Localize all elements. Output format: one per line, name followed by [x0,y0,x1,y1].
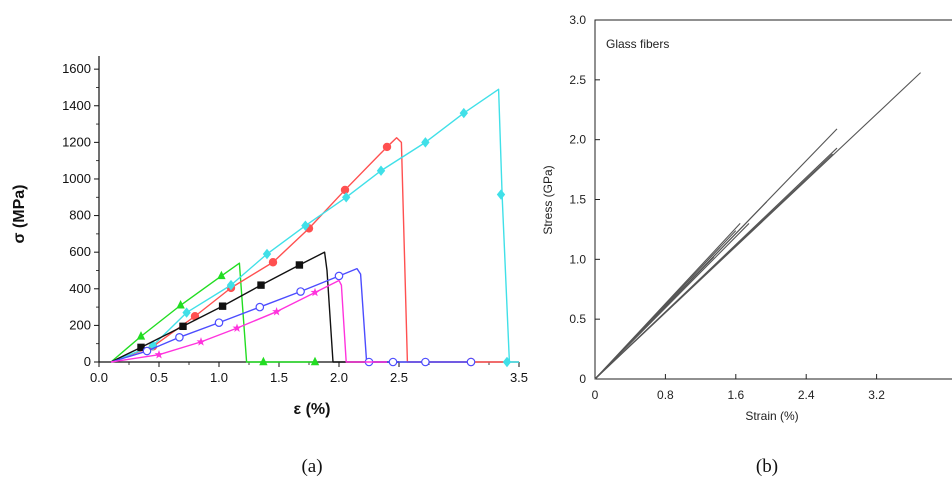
data-point-a [218,302,227,310]
y-tick-label-b: 3.0 [569,13,586,27]
series-line-a [110,279,387,363]
data-point-a [301,220,310,231]
y-tick-label-a: 400 [69,281,91,296]
series-a-2 [110,88,519,368]
x-tick-label-b: 0 [592,388,599,402]
y-axis-label-a: σ (MPa) [11,185,28,244]
data-point-a [142,346,152,356]
x-tick-label-b: 1.6 [727,388,744,402]
y-tick-label-a: 1600 [62,61,91,76]
series-line-a [110,137,507,363]
data-point-a [257,281,265,289]
series-line-a [110,88,519,363]
x-tick-label-a: 3.5 [510,370,528,385]
series-line-b-9 [594,223,750,380]
y-tick-label-a: 600 [69,244,91,259]
data-point-a [175,332,184,342]
data-point-a [268,258,278,267]
data-point-a [196,337,206,346]
data-point-a [217,270,226,280]
x-tick-label-a: 2.0 [330,370,348,385]
data-point-a [421,137,430,148]
y-axis-label-b: Stress (GPa) [541,165,555,234]
data-point-a [459,107,468,119]
series-a-4 [110,267,476,367]
series-line-a [110,267,471,363]
panel-label-a: (a) [301,456,322,477]
data-point-a [334,271,344,281]
x-tick-label-b: 3.2 [868,388,885,402]
y-tick-label-a: 800 [69,208,91,223]
series-a-0 [110,262,320,366]
data-point-a [310,356,320,366]
data-point-a [259,356,268,366]
data-point-a [466,357,476,367]
data-point-a [382,142,392,152]
data-point-a [421,357,430,367]
series-a-3 [110,251,399,363]
data-point-a [179,322,187,331]
y-tick-label-a: 0 [84,354,91,369]
y-tick-label-b: 1.0 [569,252,586,266]
series-line-b-3 [594,153,833,380]
data-point-a [310,287,320,297]
y-tick-label-b: 2.5 [569,73,586,87]
data-point-a [190,312,200,321]
data-point-a [502,356,512,368]
data-point-a [388,357,398,367]
data-point-a [296,287,305,296]
data-point-a [176,300,185,309]
data-point-a [214,318,224,327]
x-tick-label-a: 0.0 [90,370,108,385]
data-point-a [255,302,265,312]
data-point-a [232,323,242,332]
y-tick-label-b: 0 [579,372,586,386]
data-point-a [154,349,164,359]
x-tick-label-a: 2.5 [390,370,408,385]
stress-strain-chart-a: σ (MPa) ε (%) (a) 0 200 400 600 800 1000 1200 1… [11,56,528,477]
data-point-a [136,331,146,340]
stress-strain-chart-b: Stress (GPa) Strain (%) Glass fibers (b)… [541,13,952,477]
y-tick-label-a: 1400 [62,98,91,113]
x-axis-label-a: ε (%) [294,401,331,418]
data-point-a [342,192,351,203]
data-point-a [182,307,191,318]
x-tick-label-a: 1.0 [210,370,228,385]
panel-label-b: (b) [756,456,778,477]
x-tick-label-a: 1.5 [270,370,288,385]
data-point-a [262,248,272,260]
data-point-a [137,343,145,352]
y-tick-label-a: 200 [69,317,91,332]
data-point-a [496,189,506,200]
y-tick-label-a: 1200 [62,134,91,149]
data-point-a [272,306,282,316]
x-tick-label-a: 0.5 [150,370,168,385]
data-point-a [295,261,304,269]
x-axis-label-b: Strain (%) [745,409,798,423]
x-tick-label-b: 0.8 [657,388,674,402]
series-line-a [110,262,315,363]
y-tick-label-b: 2.0 [569,133,586,147]
x-tick-label-b: 2.4 [798,388,815,402]
data-point-a [226,279,236,291]
data-point-a [340,185,350,195]
y-tick-label-b: 1.5 [569,193,586,207]
series-a-5 [110,279,387,363]
data-point-a [376,165,386,176]
glass-fibers-annotation: Glass fibers [606,37,669,51]
y-tick-label-a: 1000 [62,171,91,186]
y-tick-label-b: 0.5 [569,312,586,326]
